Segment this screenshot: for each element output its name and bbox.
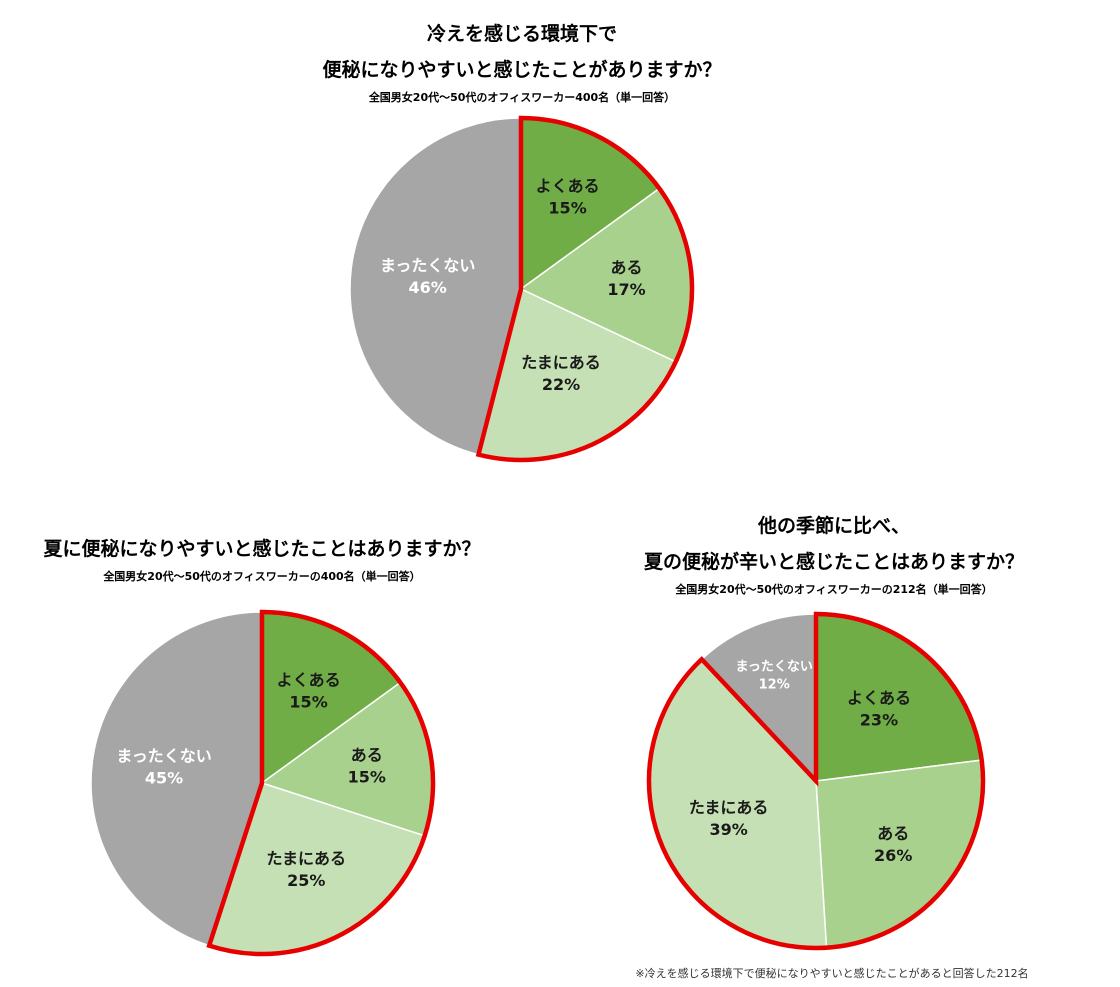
pie-slice <box>90 611 263 947</box>
slice-category-label: よくある <box>277 671 341 690</box>
pie-slices <box>648 613 984 949</box>
slice-category-label: たまにある <box>689 798 769 817</box>
pie-slice <box>700 613 817 783</box>
slice-category-label: まったくない <box>735 659 812 674</box>
highlight-outline <box>646 611 986 951</box>
chart-title-line-1: 冷えを感じる環境下で <box>427 22 617 45</box>
slice-category-label: よくある <box>847 689 911 708</box>
slice-labels: よくある 23% ある 26% たまにある 39% まったくない 12% <box>689 659 912 864</box>
slice-category-label: ある <box>877 824 909 843</box>
slice-value-label: 39% <box>709 820 747 839</box>
slice-category-label: よくある <box>536 177 600 196</box>
pie-slice <box>349 117 522 456</box>
highlight-outline <box>206 609 436 957</box>
chart-title-line-1: 他の季節に比べ、 <box>757 514 910 537</box>
chart-subtitle: 全国男女20代～50代のオフィスワーカーの212名（単一回答） <box>674 582 992 596</box>
slice-category-label: まったくない <box>116 746 211 765</box>
slice-category-label: まったくない <box>380 256 475 275</box>
slice-value-label: 15% <box>548 199 586 218</box>
pie-chart-summer-severity: 他の季節に比べ、 夏の便秘が辛いと感じたことはありますか？ 全国男女20代～50… <box>644 514 1024 951</box>
chart-title-line-1: 夏に便秘になりやすいと感じたことはありますか？ <box>43 537 480 560</box>
slice-category-label: ある <box>351 745 383 764</box>
slice-value-label: 12% <box>759 677 790 692</box>
slice-value-label: 15% <box>289 693 327 712</box>
slice-category-label: たまにある <box>521 353 601 372</box>
slice-value-label: 17% <box>607 280 645 299</box>
slice-value-label: 15% <box>348 767 386 786</box>
slice-labels: よくある 15% ある 17% たまにある 22% まったくない 46% <box>380 177 646 395</box>
slice-value-label: 23% <box>860 711 898 730</box>
slice-category-label: ある <box>611 258 643 277</box>
chart-subtitle: 全国男女20代～50代のオフィスワーカーの400名（単一回答） <box>102 569 420 583</box>
slice-value-label: 26% <box>874 846 912 865</box>
slice-category-label: たまにある <box>266 849 346 868</box>
pie-chart-summer-constipation: 夏に便秘になりやすいと感じたことはありますか？ 全国男女20代～50代のオフィス… <box>43 537 481 957</box>
slice-value-label: 45% <box>145 768 183 787</box>
chart-title-line-2: 便秘になりやすいと感じたことがありますか？ <box>322 58 721 81</box>
highlight-outline <box>475 115 695 463</box>
pie-chart-cold-environment: 冷えを感じる環境下で 便秘になりやすいと感じたことがありますか？ 全国男女20代… <box>322 22 722 463</box>
footnote: ※冷えを感じる環境下で便秘になりやすいと感じたことがあると回答した212名 <box>635 966 1028 980</box>
slice-value-label: 46% <box>409 278 447 297</box>
slice-value-label: 22% <box>542 375 580 394</box>
pie-slices <box>349 117 693 461</box>
slice-value-label: 25% <box>287 871 325 890</box>
slice-labels: よくある 15% ある 15% たまにある 25% まったくない 45% <box>116 671 386 890</box>
chart-subtitle: 全国男女20代～50代のオフィスワーカー400名（単一回答） <box>368 90 675 104</box>
chart-title-line-2: 夏の便秘が辛いと感じたことはありますか？ <box>644 550 1024 573</box>
pie-slices <box>90 611 434 955</box>
